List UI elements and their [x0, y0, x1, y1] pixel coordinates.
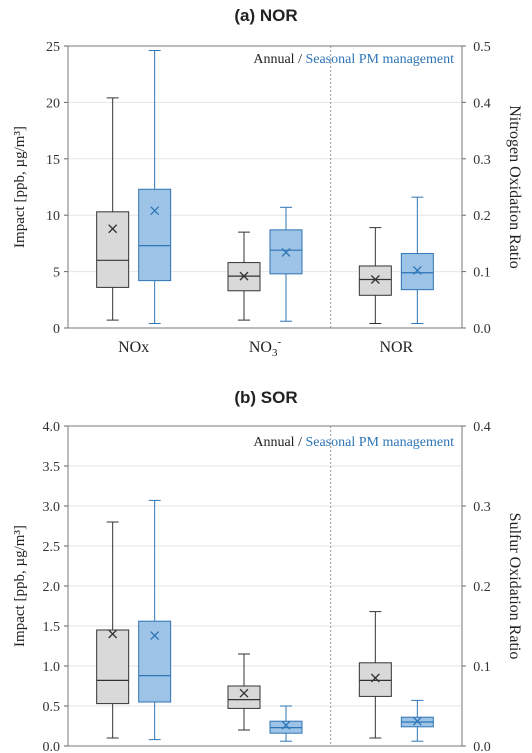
x-category-label: NOx: [118, 339, 149, 356]
mean-marker: [281, 247, 291, 257]
y-tick-left: 2.0: [43, 580, 61, 595]
y-tick-right: 0.3: [473, 153, 491, 168]
mean-marker: [370, 275, 380, 284]
y-tick-right: 0.4: [473, 420, 491, 435]
panel-title-sor: (b) SOR: [234, 388, 298, 407]
box-iqr: [138, 188, 172, 282]
box-iqr: [96, 211, 130, 288]
mean-marker: [108, 629, 118, 639]
y-tick-left: 20: [46, 96, 60, 111]
y-tick-right: 0.2: [473, 580, 491, 595]
y-tick-right: 0.0: [473, 322, 491, 337]
y-tick-right: 0.1: [473, 266, 491, 281]
legend-annual: Annual: [253, 435, 294, 450]
box-seasonal-2: [400, 699, 434, 742]
legend-seasonal: Seasonal PM management: [305, 52, 454, 67]
y-tick-left: 3.5: [43, 460, 61, 475]
y-tick-left: 1.0: [43, 660, 61, 675]
y-tick-right: 0.1: [473, 660, 491, 675]
y-tick-left: 4.0: [43, 420, 61, 435]
legend-annual: Annual: [253, 52, 294, 67]
box-seasonal-0: [138, 499, 172, 741]
box-annual-2: [358, 611, 392, 739]
box-annual-2: [358, 227, 392, 324]
y-tick-left: 0.5: [43, 700, 61, 715]
category-sub: 3: [272, 347, 278, 359]
box-annual-0: [96, 521, 130, 739]
box-annual-1: [227, 653, 261, 731]
x-category-label: NO3-: [249, 336, 282, 359]
category-base: NOR: [379, 339, 413, 356]
plot-frame: [67, 425, 463, 747]
y-tick-left: 10: [46, 209, 60, 224]
panel-title-nor: (a) NOR: [234, 6, 298, 25]
box-seasonal-2: [400, 196, 434, 324]
box-iqr: [227, 685, 261, 709]
y-tick-right: 0.0: [473, 740, 491, 753]
mean-marker: [281, 720, 291, 730]
y-tick-left: 2.5: [43, 540, 61, 555]
box-annual-1: [227, 231, 261, 321]
mean-marker: [239, 688, 249, 698]
y-tick-left: 0: [53, 322, 60, 337]
mean-marker: [108, 224, 118, 234]
nor-chart: 0 5 10 15 20 25 0.0 0.1 0.2 0.3 0.4 0.5 Annual / Sea…: [12, 40, 523, 359]
box-iqr: [96, 629, 130, 705]
box-iqr: [358, 265, 392, 296]
mean-marker: [150, 206, 160, 216]
box-seasonal-0: [138, 50, 172, 324]
y-axis-label-right: Nitrogen Oxidation Ratio: [506, 105, 523, 269]
box-annual-0: [96, 97, 130, 321]
y-tick-right: 0.5: [473, 40, 491, 55]
y-tick-left: 1.5: [43, 620, 61, 635]
legend-sep: /: [295, 52, 306, 67]
box-iqr: [138, 620, 172, 703]
category-base: NO: [249, 339, 272, 356]
box-seasonal-1: [269, 705, 303, 742]
category-base: NOx: [118, 339, 149, 356]
mean-marker: [239, 271, 249, 281]
category-sup: -: [277, 336, 281, 348]
y-tick-left: 15: [46, 153, 60, 168]
mean-marker: [150, 631, 160, 641]
y-tick-right: 0.2: [473, 209, 491, 224]
y-tick-left: 5: [53, 266, 60, 281]
y-tick-left: 25: [46, 40, 60, 55]
x-category-label: NOR: [379, 339, 413, 356]
mean-marker: [412, 716, 422, 726]
y-tick-left: 0.0: [43, 740, 61, 753]
y-tick-left: 3.0: [43, 500, 61, 515]
y-axis-label-right: Sulfur Oxidation Ratio: [506, 513, 523, 660]
legend: Annual / Seasonal PM management: [253, 52, 454, 67]
box-seasonal-1: [269, 206, 303, 322]
y-tick-right: 0.3: [473, 500, 491, 515]
sor-chart: 0.0 0.5 1.0 1.5 2.0 2.5 3.0 3.5 4.0 0.0 0.1 0.2 0.3 0…: [12, 420, 523, 753]
box-iqr: [358, 662, 392, 697]
plot-frame: [67, 45, 463, 329]
legend-seasonal: Seasonal PM management: [305, 435, 454, 450]
y-tick-right: 0.4: [473, 96, 491, 111]
mean-marker: [370, 673, 380, 683]
legend: Annual / Seasonal PM management: [253, 435, 454, 450]
box-iqr: [400, 253, 434, 291]
legend-sep: /: [295, 435, 306, 450]
mean-marker: [412, 266, 422, 275]
y-axis-label-left: Impact [ppb, µg/m³]: [12, 525, 28, 647]
y-axis-label-left: Impact [ppb, µg/m³]: [12, 126, 28, 248]
